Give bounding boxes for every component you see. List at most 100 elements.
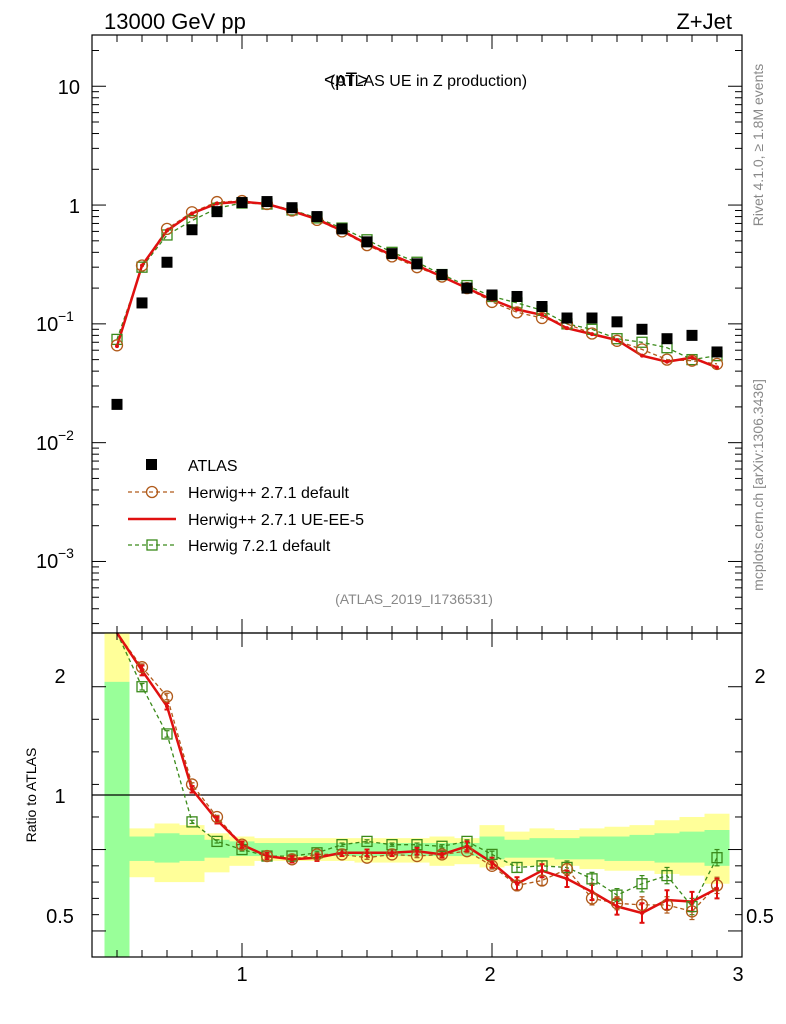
- main-point-atlas: [136, 297, 148, 309]
- legend: ATLAS Herwig++ 2.7.1 default Herwig++ 2.…: [128, 458, 364, 555]
- analysis-id: (ATLAS_2019_I1736531): [335, 591, 493, 607]
- ratio-point-herwigpp-default: [385, 848, 399, 861]
- main-point-atlas: [586, 312, 598, 324]
- y-tick-label-1e-2-base: 10: [36, 433, 58, 455]
- ratio-band-inner: [679, 831, 705, 863]
- ratio-point-herwigpp-ueee5: [215, 818, 219, 823]
- y-tick-label-1e-1-base: 10: [36, 314, 58, 336]
- ratio-point-herwigpp-ueee5: [390, 850, 394, 855]
- main-point-herwigpp-ueee5: [115, 344, 119, 349]
- main-point-herwigpp-default: [710, 357, 724, 371]
- main-point-atlas: [436, 269, 448, 281]
- ratio-point-herwigpp-ueee5: [590, 889, 594, 894]
- main-point-herwigpp-ueee5: [540, 312, 544, 317]
- legend-label-herwigpp-ueee5: Herwig++ 2.7.1 UE-EE-5: [188, 512, 364, 529]
- main-point-atlas: [611, 316, 623, 328]
- main-point-atlas: [686, 329, 698, 341]
- ratio-point-herwigpp-ueee5: [640, 911, 644, 916]
- ratio-series: [115, 632, 724, 924]
- main-point-herwigpp-default: [585, 327, 599, 340]
- side-label-mcplots: mcplots.cern.ch [arXiv:1306.3436]: [750, 379, 766, 591]
- legend-entry-atlas: ATLAS: [146, 458, 238, 475]
- y-tick-label-1e-1: 10 −1: [36, 308, 74, 336]
- ratio-point-herwigpp-default: [260, 849, 274, 863]
- ratio-point-herwigpp-ueee5: [565, 876, 569, 881]
- main-point-herwigpp-ueee5: [715, 365, 719, 370]
- ratio-point-herwigpp-ueee5: [365, 850, 369, 855]
- main-point-herwigpp-default: [185, 206, 199, 219]
- main-point-atlas: [161, 256, 173, 268]
- ratio-panel: 2 1 0.5 2 0.5 1 2 3 Ratio to ATLAS: [23, 632, 774, 986]
- legend-label-herwig721: Herwig 7.2.1 default: [188, 538, 331, 555]
- main-point-herwigpp-default: [135, 259, 149, 272]
- ratio-point-herwigpp-ueee5: [615, 904, 619, 909]
- y-tick-label-1e-2: 10 −2: [36, 427, 74, 455]
- left-title: 13000 GeV pp: [104, 9, 246, 34]
- ratio-point-herwigpp-ueee5: [340, 850, 344, 855]
- ratio-band-inner: [654, 833, 680, 863]
- ratio-point-herwigpp-ueee5: [665, 898, 669, 903]
- main-point-herwigpp-ueee5: [665, 359, 669, 364]
- ratio-point-herwig721: [711, 852, 723, 864]
- main-point-atlas: [211, 206, 223, 218]
- y-tick-label-1e-3-base: 10: [36, 551, 58, 573]
- ratio-point-herwigpp-default: [610, 897, 624, 910]
- ratio-point-herwigpp-ueee5: [265, 854, 269, 859]
- main-point-herwigpp-ueee5: [640, 353, 644, 358]
- y-tick-label-1: 1: [69, 196, 80, 218]
- y-tick-label-1e-3: 10 −3: [36, 545, 74, 573]
- ratio-y-tick-label-left-0.5: 0.5: [46, 906, 74, 928]
- main-point-atlas: [286, 202, 298, 214]
- ratio-point-herwigpp-default: [560, 862, 574, 876]
- main-point-atlas: [461, 282, 473, 294]
- ratio-band-inner: [629, 834, 655, 861]
- ratio-point-herwigpp-ueee5: [290, 857, 294, 862]
- main-point-herwigpp-ueee5: [190, 211, 194, 216]
- ratio-point-herwigpp-ueee5: [240, 842, 244, 847]
- ratio-point-herwigpp-default: [435, 848, 449, 861]
- y-tick-label-1e-3-exp: −3: [58, 545, 74, 561]
- x-tick-label-1: 1: [236, 964, 247, 986]
- main-point-atlas: [561, 312, 573, 324]
- ratio-point-herwig721: [661, 869, 673, 882]
- x-tick-label-2: 2: [484, 964, 495, 986]
- main-series: [110, 194, 724, 410]
- plot-title-main: <pT>: [324, 70, 368, 91]
- ratio-point-herwig721: [161, 728, 173, 740]
- ratio-point-herwigpp-default: [710, 879, 724, 892]
- ratio-band-inner: [604, 836, 630, 861]
- ratio-band-inner: [204, 839, 230, 858]
- ratio-frame: [91, 632, 743, 958]
- ratio-point-herwig721: [511, 861, 523, 874]
- ratio-band-inner: [129, 836, 155, 861]
- main-point-herwigpp-default: [685, 354, 699, 367]
- ratio-point-herwig721: [386, 839, 398, 851]
- ratio-point-herwigpp-default: [210, 810, 224, 824]
- main-point-herwigpp-ueee5: [690, 355, 694, 360]
- ratio-point-herwigpp-ueee5: [165, 704, 169, 709]
- ratio-point-herwig721: [136, 681, 148, 693]
- main-point-atlas: [261, 196, 273, 208]
- x-tick-label-3: 3: [732, 964, 743, 986]
- ratio-point-herwig721: [586, 873, 598, 885]
- ratio-point-herwig721: [211, 835, 223, 848]
- legend-entry-herwig721: Herwig 7.2.1 default: [128, 538, 331, 555]
- ratio-y-tick-label-right-2: 2: [754, 666, 765, 688]
- ratio-point-herwigpp-ueee5: [440, 852, 444, 857]
- main-point-herwigpp-ueee5: [615, 338, 619, 343]
- main-point-herwigpp-ueee5: [565, 326, 569, 331]
- main-ticks: [91, 35, 743, 633]
- y-tick-label-1e-2-exp: −2: [58, 427, 74, 443]
- ratio-y-axis-label: Ratio to ATLAS: [23, 748, 39, 843]
- ratio-point-herwig721: [636, 878, 648, 890]
- ratio-y-tick-label-left-2: 2: [54, 666, 65, 688]
- main-point-atlas: [486, 289, 498, 301]
- ratio-point-herwigpp-default: [235, 838, 249, 851]
- side-label-rivet: Rivet 4.1.0, ≥ 1.8M events: [750, 64, 766, 227]
- ratio-point-herwigpp-ueee5: [490, 860, 494, 865]
- main-point-atlas: [536, 300, 548, 312]
- main-point-herwigpp-default: [110, 339, 124, 352]
- main-point-atlas: [311, 211, 323, 223]
- ratio-point-herwig721: [336, 839, 348, 851]
